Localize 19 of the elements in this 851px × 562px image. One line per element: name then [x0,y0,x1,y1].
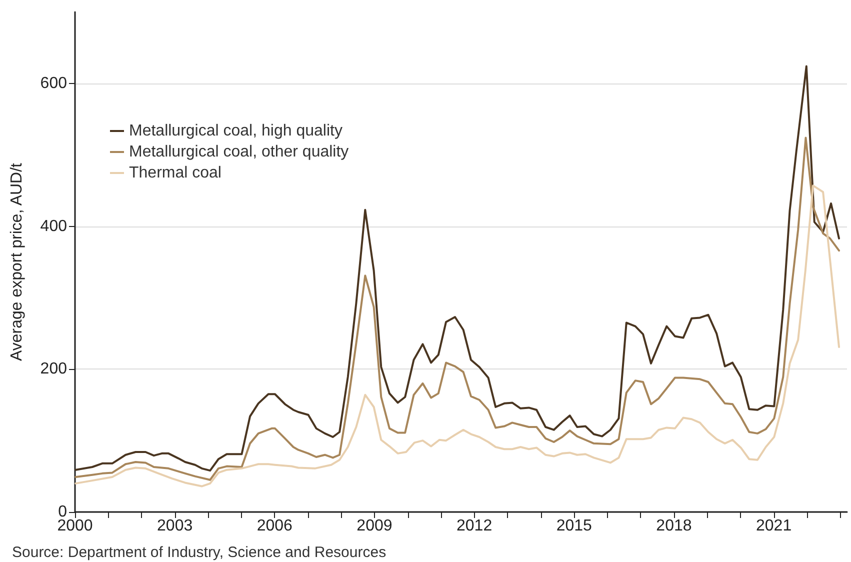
x-tick-label: 2015 [556,518,592,534]
x-tick-label: 2003 [157,518,193,534]
x-tick-label: 2012 [456,518,492,534]
legend-label: Metallurgical coal, other quality [129,144,349,160]
x-tick-label: 2018 [656,518,692,534]
legend-label: Thermal coal [129,164,222,182]
y-axis-title: Average export price, AUD/t [8,162,26,362]
x-tick-label: 2021 [756,518,792,534]
y-tick-label: 200 [40,360,68,378]
line-series [74,65,840,472]
y-tick-label: 400 [40,218,68,235]
x-tick-label: 2009 [356,518,392,534]
source-note: Source: Department of Industry, Science and Resources [12,544,386,561]
y-tick-label: 600 [40,74,68,92]
x-tick-label: 2006 [256,518,293,534]
line-series [74,184,840,488]
legend-label: Metallurgical coal, high quality [129,122,342,140]
y-tick-label: 0 [58,504,68,520]
x-tick-label: 2000 [57,518,93,534]
